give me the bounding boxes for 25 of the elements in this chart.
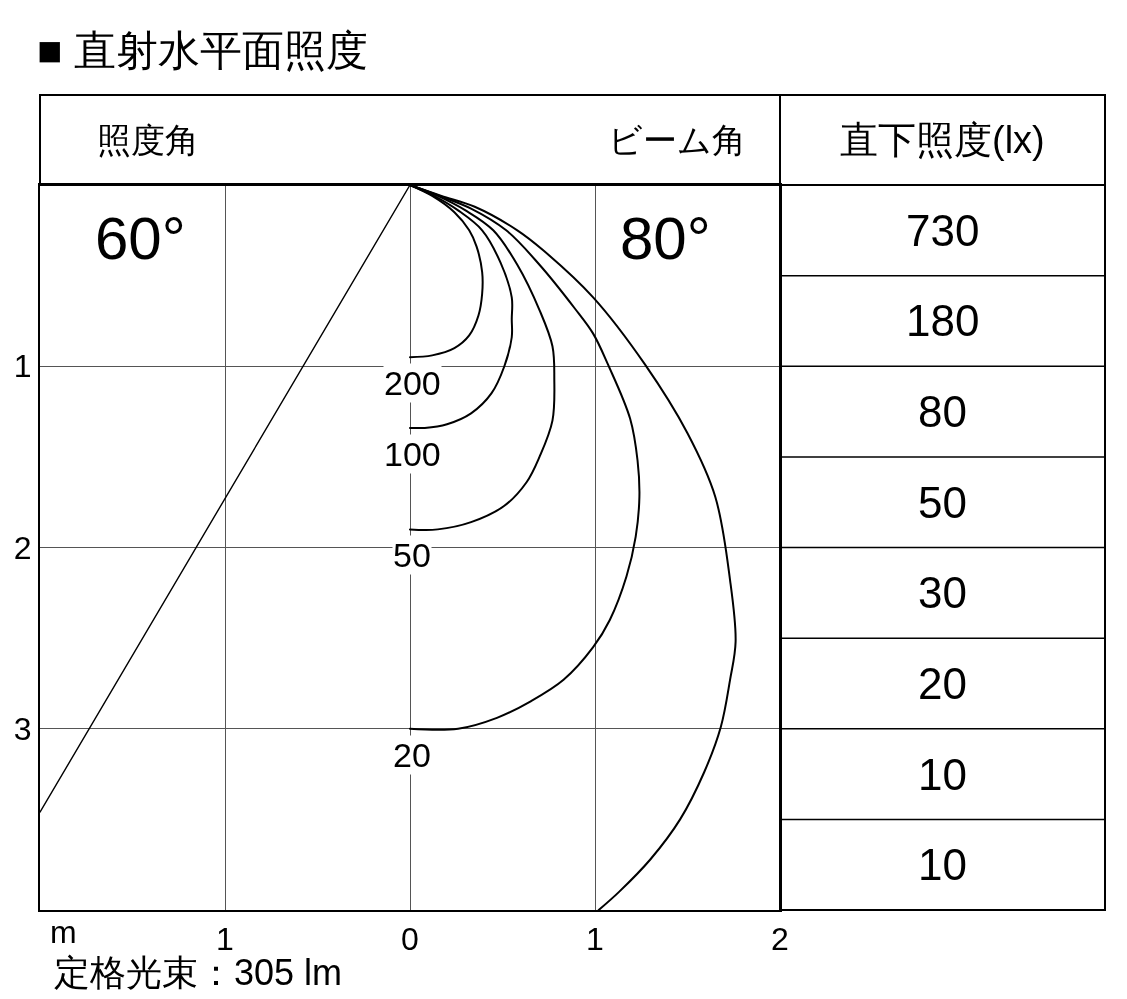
x-tick-label: 1 — [586, 921, 604, 958]
series-label: 200 — [384, 364, 441, 402]
series-label: 20 — [393, 736, 431, 774]
text: 730 — [906, 206, 980, 255]
text: 照度角 — [97, 121, 199, 159]
text: 直下照度(lx) — [840, 119, 1045, 161]
chart-title: ■ 直射水平面照度 — [37, 26, 369, 74]
text: 30 — [918, 568, 967, 617]
y-tick-label: 1 — [13, 348, 32, 385]
series-label: 100 — [384, 435, 441, 473]
x-tick-label: 0 — [401, 921, 419, 958]
series-label: 50 — [393, 536, 431, 574]
annotation: 60° — [95, 205, 186, 272]
x-axis-title: m — [50, 914, 77, 950]
text: 20 — [918, 659, 967, 708]
text: ビーム角 — [608, 121, 746, 159]
y-tick-label: 3 — [13, 710, 32, 747]
text: 80 — [918, 387, 967, 436]
annotation: 80° — [620, 205, 711, 272]
text: 10 — [918, 750, 967, 799]
text: 50 — [918, 478, 967, 527]
x-tick-label: 2 — [771, 921, 789, 958]
y-tick-label: 2 — [13, 529, 32, 566]
text: 180 — [906, 296, 980, 345]
text: 10 — [918, 840, 967, 889]
